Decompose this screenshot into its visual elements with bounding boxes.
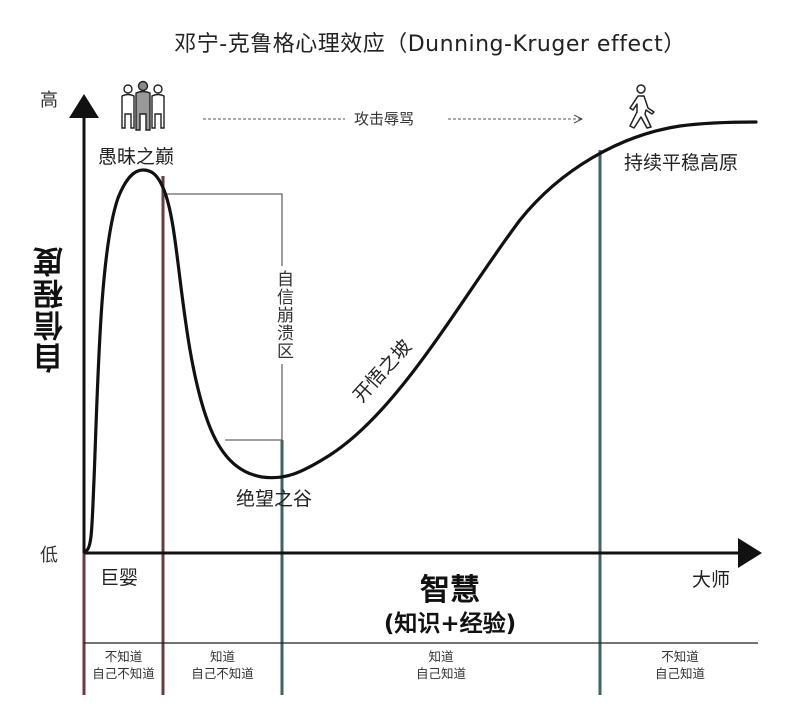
plateau-label: 持续平稳高原: [624, 152, 739, 174]
x-axis-end-label: 大师: [692, 569, 731, 591]
quadrant-cell-2: 知道 自己不知道: [163, 648, 282, 682]
valley-label: 绝望之谷: [236, 488, 313, 510]
walking-person-icon: [629, 84, 655, 129]
quadrant-cell-1-line1: 不知道: [104, 649, 143, 664]
y-axis-title: 自信程度: [34, 245, 69, 373]
y-axis-high-label: 高: [40, 90, 58, 111]
x-axis-title: 智慧: [420, 573, 480, 608]
collapse-bracket: [163, 193, 283, 441]
quadrant-cell-2-line2: 自己不知道: [191, 666, 254, 681]
quadrant-cell-2-line1: 知道: [209, 649, 235, 664]
x-axis-start-label: 巨婴: [100, 567, 139, 589]
group-of-people-icon: [121, 80, 165, 131]
y-axis-low-label: 低: [40, 545, 58, 566]
quadrant-cell-1-line2: 自己不知道: [92, 666, 155, 681]
quadrant-cell-4: 不知道 自己知道: [600, 648, 760, 682]
peak-label: 愚昧之巅: [98, 146, 175, 168]
collapse-zone-label: 自信崩溃区: [271, 266, 296, 364]
confidence-curve: [84, 120, 758, 553]
quadrant-cell-3-line1: 知道: [428, 649, 454, 664]
quadrant-cell-3: 知道 自己知道: [282, 648, 600, 682]
chart-title: 邓宁-克鲁格心理效应（Dunning-Kruger effect）: [174, 32, 686, 57]
quadrant-cell-1: 不知道 自己不知道: [84, 648, 163, 682]
attack-annotation: 攻击辱骂: [348, 108, 421, 129]
x-axis-subtitle: (知识+经验): [383, 611, 517, 637]
quadrant-cell-3-line2: 自己知道: [415, 666, 466, 681]
quadrant-cell-4-line2: 自己知道: [654, 666, 705, 681]
quadrant-cell-4-line1: 不知道: [661, 649, 699, 664]
